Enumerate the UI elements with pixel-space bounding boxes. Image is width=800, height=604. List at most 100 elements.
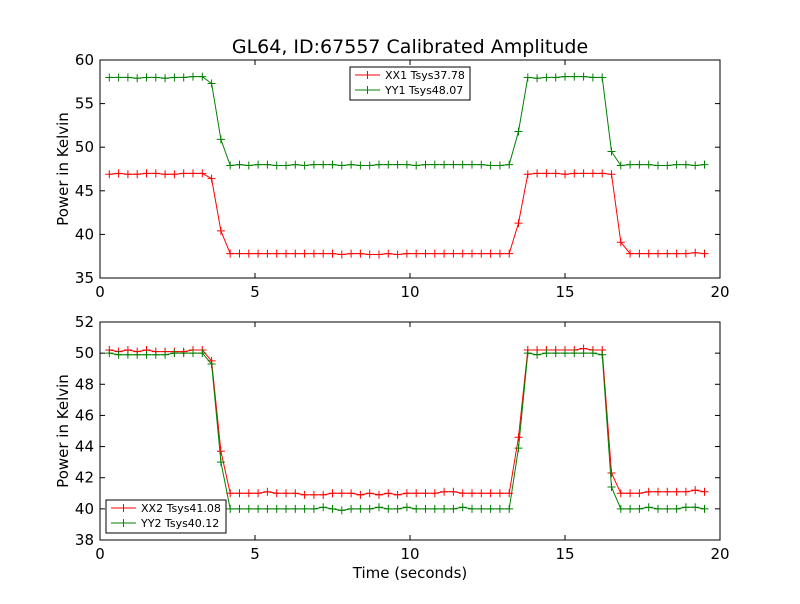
data-point xyxy=(421,249,430,258)
data-point xyxy=(533,169,542,178)
y-tick-label: 46 xyxy=(75,406,94,424)
data-point xyxy=(356,504,365,513)
data-point xyxy=(347,249,356,258)
data-point xyxy=(179,349,188,358)
data-point xyxy=(523,170,532,179)
data-point xyxy=(179,169,188,178)
data-point xyxy=(626,249,635,258)
data-point xyxy=(244,161,253,170)
data-point xyxy=(626,489,635,498)
data-point xyxy=(170,349,179,358)
data-point xyxy=(263,160,272,169)
data-point xyxy=(384,249,393,258)
data-point xyxy=(495,161,504,170)
data-point xyxy=(412,249,421,258)
data-point xyxy=(449,504,458,513)
data-point xyxy=(347,160,356,169)
data-point xyxy=(356,490,365,499)
data-point xyxy=(542,169,551,178)
data-point xyxy=(588,349,597,358)
data-point xyxy=(440,504,449,513)
data-point xyxy=(263,504,272,513)
data-point xyxy=(151,169,160,178)
y-tick-label: 38 xyxy=(75,531,94,549)
data-point xyxy=(440,487,449,496)
data-point xyxy=(337,250,346,259)
data-point xyxy=(663,161,672,170)
data-point xyxy=(105,73,114,82)
data-point xyxy=(216,226,225,235)
legend-item: XX1 Tsys37.78 xyxy=(355,69,465,82)
data-point xyxy=(105,349,114,358)
data-point xyxy=(691,248,700,257)
data-point xyxy=(291,160,300,169)
data-point xyxy=(375,503,383,512)
legend-label: YY2 Tsys40.12 xyxy=(140,517,219,530)
data-point xyxy=(598,350,607,359)
x-tick-label: 15 xyxy=(555,283,574,301)
data-point xyxy=(598,73,607,82)
data-point xyxy=(319,249,328,258)
data-point xyxy=(384,504,393,513)
data-point xyxy=(393,160,402,169)
data-point xyxy=(505,504,514,513)
data-point xyxy=(161,350,170,359)
data-point xyxy=(514,444,523,453)
data-point xyxy=(300,490,309,499)
y-tick-label: 45 xyxy=(75,182,94,200)
data-point xyxy=(337,489,346,498)
data-point xyxy=(486,249,495,258)
data-point xyxy=(672,487,681,496)
data-point xyxy=(672,504,681,513)
data-point xyxy=(384,160,393,169)
data-point xyxy=(533,350,542,359)
data-point xyxy=(328,504,337,513)
data-point xyxy=(114,169,123,178)
data-point xyxy=(365,250,374,259)
data-point xyxy=(365,504,374,513)
data-point xyxy=(282,161,290,170)
legend-item: YY1 Tsys48.07 xyxy=(355,84,463,97)
data-point xyxy=(161,170,170,179)
data-point xyxy=(356,161,365,170)
x-tick-label: 10 xyxy=(400,545,419,563)
y-tick-label: 50 xyxy=(75,138,94,156)
data-point xyxy=(151,350,160,359)
data-point xyxy=(458,160,467,169)
data-point xyxy=(226,249,235,258)
data-point xyxy=(319,503,328,512)
data-point xyxy=(616,504,625,513)
data-point xyxy=(207,360,216,369)
data-point xyxy=(421,160,430,169)
data-point xyxy=(654,504,662,513)
data-point xyxy=(244,489,253,498)
data-point xyxy=(151,73,160,82)
data-point xyxy=(356,249,365,258)
data-point xyxy=(282,249,290,258)
x-tick-label: 5 xyxy=(250,283,260,301)
data-point xyxy=(579,169,588,178)
data-point xyxy=(114,73,123,82)
data-point xyxy=(421,489,430,498)
data-point xyxy=(309,490,318,499)
data-point xyxy=(300,161,309,170)
data-point xyxy=(514,219,523,228)
legend-swatch-marker xyxy=(363,71,372,79)
data-point xyxy=(328,249,337,258)
data-point xyxy=(235,489,244,498)
data-point xyxy=(505,160,514,169)
data-point xyxy=(542,349,551,358)
data-point xyxy=(635,489,644,498)
data-point xyxy=(486,161,495,170)
data-point xyxy=(523,73,532,82)
data-point xyxy=(430,489,439,498)
data-point xyxy=(161,74,170,83)
data-point xyxy=(654,249,662,258)
data-point xyxy=(561,170,569,179)
data-point xyxy=(440,160,449,169)
data-point xyxy=(430,504,439,513)
data-point xyxy=(495,249,504,258)
data-point xyxy=(365,489,374,498)
data-point xyxy=(375,160,383,169)
